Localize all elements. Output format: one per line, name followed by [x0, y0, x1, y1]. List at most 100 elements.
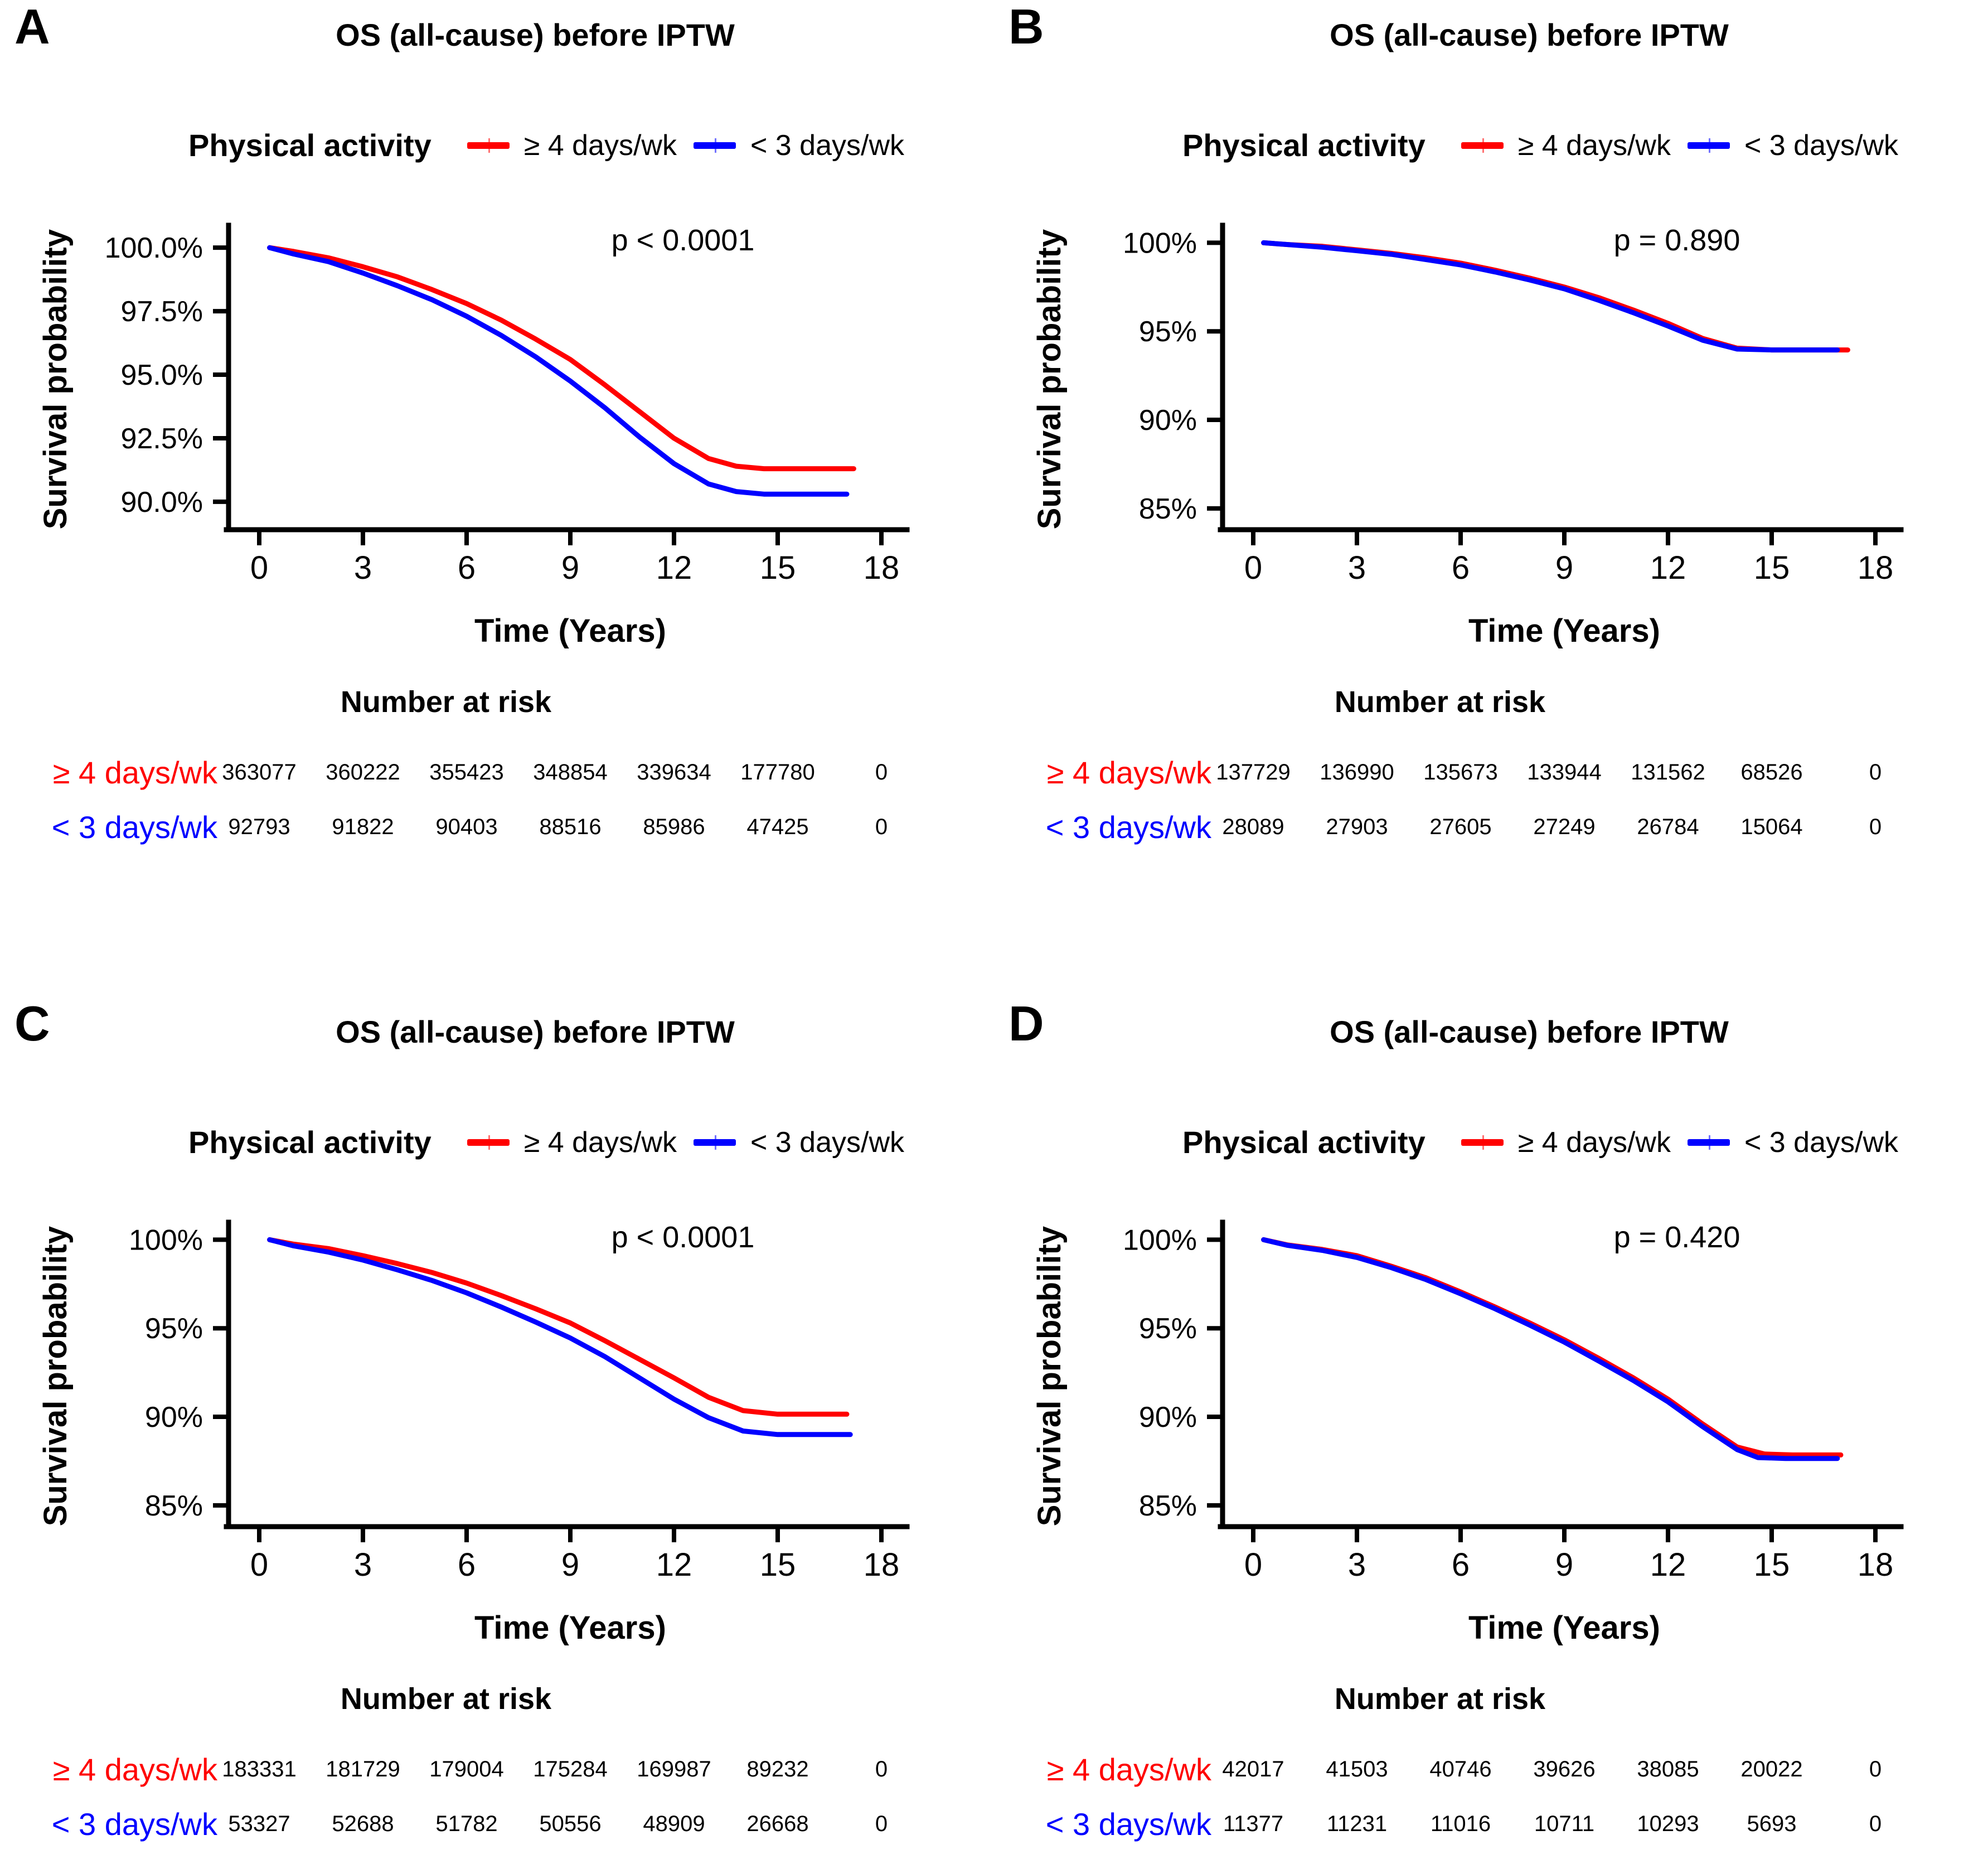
- risk-row-label-lt3: < 3 days/wk: [1045, 809, 1211, 845]
- survival-plot: 100% 95% 90% 85% 0 3 6 9 12 15 18: [1123, 222, 1904, 585]
- svg-text:6: 6: [458, 550, 476, 585]
- risk-row-ge4: ≥ 4 days/wk 363077 360222 355423 348854 3396…: [0, 747, 994, 797]
- risk-count: 39626: [1533, 1757, 1596, 1781]
- risk-count: 90403: [435, 815, 498, 839]
- legend-label-ge4: ≥ 4 days/wk: [1517, 129, 1671, 162]
- risk-table-header: Number at risk: [1334, 1682, 1546, 1716]
- legend-title: Physical activity: [188, 1125, 431, 1160]
- risk-count: 135673: [1423, 760, 1498, 785]
- svg-text:9: 9: [1555, 550, 1573, 585]
- risk-count: 27249: [1533, 815, 1596, 839]
- risk-count: 0: [1869, 1812, 1882, 1836]
- legend-label-lt3: < 3 days/wk: [1744, 1126, 1899, 1159]
- panel-b: B OS (all-cause) before IPTW Physical ac…: [994, 0, 1988, 934]
- legend: Physical activity ≥ 4 days/wk < 3 days/w…: [1133, 1124, 1947, 1160]
- svg-text:18: 18: [864, 550, 900, 585]
- legend-key-lt3-icon: [693, 1135, 736, 1150]
- risk-count: 42017: [1222, 1757, 1284, 1781]
- svg-text:85%: 85%: [1139, 493, 1197, 525]
- risk-count: 91822: [332, 815, 394, 839]
- legend-key-lt3-icon: [693, 138, 736, 153]
- legend-title: Physical activity: [188, 128, 431, 163]
- svg-text:15: 15: [1754, 550, 1790, 585]
- risk-count: 0: [875, 760, 888, 785]
- panel-title: OS (all-cause) before IPTW: [336, 17, 735, 52]
- risk-count: 348854: [533, 760, 608, 785]
- legend-label-ge4: ≥ 4 days/wk: [523, 1126, 677, 1159]
- p-value-annotation: p = 0.890: [1613, 224, 1740, 257]
- risk-count: 169987: [637, 1757, 711, 1781]
- risk-count: 137729: [1216, 760, 1291, 785]
- risk-count: 15064: [1740, 815, 1803, 839]
- risk-row-ge4: ≥ 4 days/wk 183331 181729 179004 175284 1699…: [0, 1744, 994, 1794]
- panel-a: A OS (all-cause) before IPTW Physical ac…: [0, 0, 994, 934]
- svg-text:6: 6: [1452, 1547, 1470, 1582]
- risk-count: 68526: [1740, 760, 1803, 785]
- risk-row-ge4: ≥ 4 days/wk 137729 136990 135673 133944 1315…: [994, 747, 1988, 797]
- panel-title: OS (all-cause) before IPTW: [1330, 17, 1729, 52]
- risk-count: 50556: [539, 1812, 602, 1836]
- legend: Physical activity ≥ 4 days/wk < 3 days/w…: [139, 127, 953, 163]
- risk-count: 136990: [1320, 760, 1394, 785]
- risk-count: 179004: [429, 1757, 504, 1781]
- svg-text:0: 0: [1244, 1547, 1262, 1582]
- legend-label-lt3: < 3 days/wk: [750, 129, 905, 162]
- svg-text:6: 6: [458, 1547, 476, 1582]
- risk-count: 131562: [1631, 760, 1705, 785]
- survival-plot: 100% 95% 90% 85% 0 3 6 9 12 15 18: [129, 1219, 910, 1582]
- svg-text:18: 18: [1858, 550, 1894, 585]
- risk-count: 27605: [1429, 815, 1492, 839]
- x-axis-label: Time (Years): [1468, 1610, 1660, 1646]
- svg-text:100%: 100%: [1123, 1224, 1197, 1256]
- risk-count: 183331: [222, 1757, 297, 1781]
- legend: Physical activity ≥ 4 days/wk < 3 days/w…: [1133, 127, 1947, 163]
- risk-count: 0: [1869, 760, 1882, 785]
- risk-row-lt3: < 3 days/wk 28089 27903 27605 27249 26784 150…: [994, 802, 1988, 852]
- risk-count: 51782: [435, 1812, 498, 1836]
- panel-letter: C: [14, 996, 50, 1051]
- risk-count: 181729: [326, 1757, 400, 1781]
- legend-key-lt3-icon: [1687, 138, 1730, 153]
- risk-row-label-lt3: < 3 days/wk: [51, 809, 217, 845]
- svg-text:100%: 100%: [129, 1224, 203, 1256]
- svg-text:100.0%: 100.0%: [105, 232, 203, 264]
- svg-text:18: 18: [864, 1547, 900, 1582]
- risk-count: 175284: [533, 1757, 608, 1781]
- svg-text:0: 0: [1244, 550, 1262, 585]
- svg-text:92.5%: 92.5%: [121, 423, 203, 455]
- risk-count: 0: [875, 1757, 888, 1781]
- risk-row-label-ge4: ≥ 4 days/wk: [52, 1751, 217, 1787]
- legend: Physical activity ≥ 4 days/wk < 3 days/w…: [139, 1124, 953, 1160]
- risk-count: 38085: [1637, 1757, 1699, 1781]
- svg-text:3: 3: [1348, 1547, 1366, 1582]
- svg-text:12: 12: [1650, 1547, 1686, 1582]
- legend-title: Physical activity: [1182, 128, 1425, 163]
- risk-count: 88516: [539, 815, 602, 839]
- risk-count: 27903: [1326, 815, 1388, 839]
- risk-count: 85986: [643, 815, 705, 839]
- svg-text:95%: 95%: [1139, 1313, 1197, 1345]
- risk-count: 0: [1869, 1757, 1882, 1781]
- risk-count: 10711: [1534, 1812, 1595, 1836]
- legend-label-lt3: < 3 days/wk: [750, 1126, 905, 1159]
- survival-plot: 100.0% 97.5% 95.0% 92.5% 90.0% 0 3 6 9 12 15 18: [105, 222, 910, 585]
- svg-text:90%: 90%: [145, 1401, 203, 1434]
- legend-label-ge4: ≥ 4 days/wk: [523, 129, 677, 162]
- legend-key-ge4-icon: [1461, 1135, 1504, 1150]
- svg-text:15: 15: [760, 550, 796, 585]
- panel-letter: B: [1008, 0, 1044, 54]
- risk-table-header: Number at risk: [340, 1682, 552, 1716]
- legend-title: Physical activity: [1182, 1125, 1425, 1160]
- risk-count: 47425: [746, 815, 809, 839]
- risk-count: 339634: [637, 760, 711, 785]
- risk-table-header: Number at risk: [340, 685, 552, 719]
- p-value-annotation: p < 0.0001: [611, 1221, 755, 1254]
- legend-label-ge4: ≥ 4 days/wk: [1517, 1126, 1671, 1159]
- risk-count: 11377: [1223, 1812, 1284, 1836]
- risk-count: 355423: [429, 760, 504, 785]
- svg-text:15: 15: [1754, 1547, 1790, 1582]
- risk-count: 0: [875, 1812, 888, 1836]
- risk-count: 89232: [746, 1757, 809, 1781]
- svg-text:9: 9: [561, 1547, 579, 1582]
